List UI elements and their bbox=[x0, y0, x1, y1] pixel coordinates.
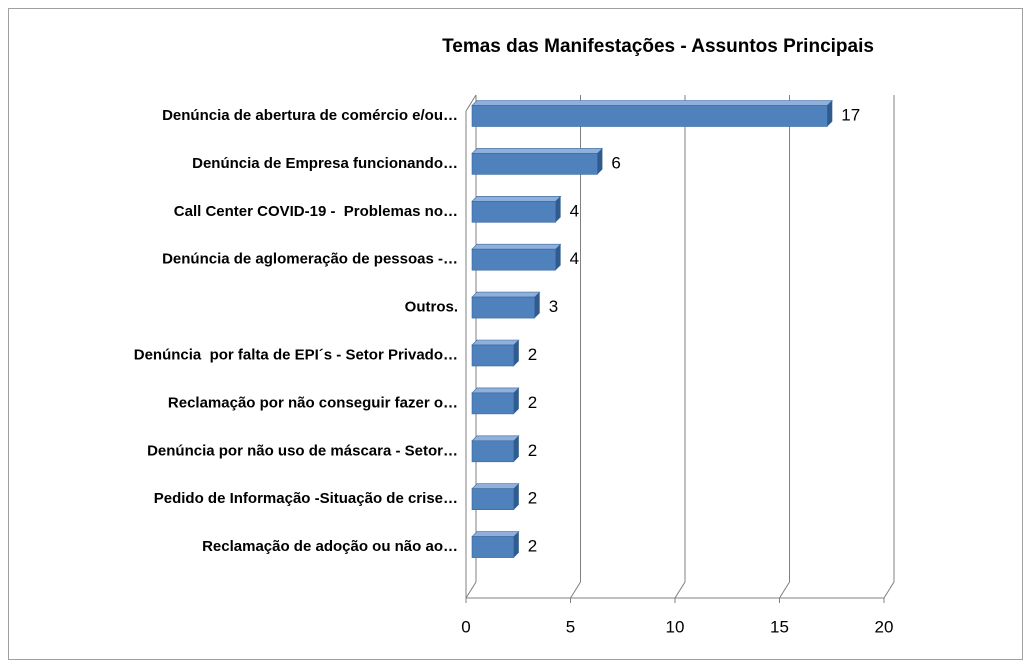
grid-floor-line bbox=[674, 581, 686, 599]
bar bbox=[471, 100, 834, 127]
data-label: 2 bbox=[528, 489, 537, 508]
bar-top bbox=[471, 435, 520, 442]
bar-side bbox=[534, 292, 540, 319]
bar-front bbox=[471, 296, 536, 319]
y-tick-label: Pedido de Informação -Situação de crise… bbox=[154, 490, 458, 507]
data-label: 2 bbox=[528, 393, 537, 412]
bar bbox=[471, 291, 541, 319]
data-label: 4 bbox=[570, 249, 579, 268]
y-tick-label: Denúncia de Empresa funcionando… bbox=[192, 155, 458, 172]
bar bbox=[471, 339, 520, 367]
x-tick-label: 5 bbox=[566, 617, 575, 636]
grid-floor-line bbox=[779, 581, 790, 599]
chart-title: Temas das Manifestações - Assuntos Princ… bbox=[442, 36, 874, 57]
bar bbox=[471, 531, 520, 558]
bar bbox=[471, 435, 520, 463]
bar-front bbox=[471, 153, 598, 175]
bar-side bbox=[513, 483, 519, 510]
bar-top bbox=[471, 339, 520, 346]
bar-front bbox=[471, 105, 828, 127]
bar-front bbox=[471, 536, 515, 558]
x-tick-label: 10 bbox=[666, 617, 685, 636]
data-label: 2 bbox=[528, 345, 537, 364]
bar-top bbox=[471, 148, 604, 154]
bar bbox=[471, 483, 520, 511]
data-label: 2 bbox=[528, 441, 537, 460]
bar bbox=[471, 196, 562, 223]
bar-top bbox=[471, 100, 834, 106]
bar-side bbox=[513, 340, 519, 366]
bar bbox=[471, 387, 520, 415]
data-label: 2 bbox=[528, 537, 537, 556]
data-label: 6 bbox=[611, 153, 620, 172]
bar-top bbox=[471, 387, 520, 394]
y-tick-label: Denúncia por não uso de máscara - Setor… bbox=[147, 442, 458, 459]
bar bbox=[471, 148, 604, 175]
grid-floor-line bbox=[883, 581, 895, 599]
bar-front bbox=[471, 201, 556, 223]
grid-floor-line bbox=[465, 581, 477, 599]
y-tick-label: Denúncia de abertura de comércio e/ou… bbox=[162, 107, 458, 124]
bar-front bbox=[471, 392, 515, 415]
bar-top bbox=[471, 243, 562, 250]
bar-side bbox=[827, 100, 833, 127]
bar-front bbox=[471, 248, 556, 271]
bar-top bbox=[471, 291, 541, 298]
y-tick-label: Outros. bbox=[405, 299, 458, 316]
bar-side bbox=[597, 148, 603, 175]
y-tick-label: Reclamação de adoção ou não ao… bbox=[202, 538, 458, 555]
y-tick-label: Reclamação por não conseguir fazer o… bbox=[168, 394, 458, 411]
y-tick-label: Denúncia de aglomeração de pessoas -… bbox=[162, 251, 458, 268]
bar-side bbox=[513, 435, 519, 462]
bar-front bbox=[471, 488, 515, 511]
y-tick-label: Denúncia por falta de EPI´s - Setor Priv… bbox=[134, 346, 458, 363]
bar-front bbox=[471, 440, 515, 463]
data-label: 17 bbox=[841, 105, 860, 124]
bar-side bbox=[513, 387, 519, 414]
bar-side bbox=[555, 196, 561, 223]
bar-side bbox=[513, 531, 519, 558]
x-tick-label: 20 bbox=[875, 617, 894, 636]
bar bbox=[471, 243, 562, 271]
data-label: 4 bbox=[570, 201, 579, 220]
bar-top bbox=[471, 483, 520, 490]
axis-left-top bbox=[465, 94, 477, 112]
x-tick-label: 15 bbox=[770, 617, 789, 636]
bar-front bbox=[471, 344, 515, 367]
x-tick-label: 0 bbox=[461, 617, 470, 636]
bar-side bbox=[555, 244, 561, 271]
bar-top bbox=[471, 196, 562, 202]
data-label: 3 bbox=[549, 297, 558, 316]
y-tick-label: Call Center COVID-19 - Problemas no… bbox=[174, 203, 458, 220]
bar-top bbox=[471, 531, 520, 537]
grid-floor-line bbox=[570, 581, 581, 599]
